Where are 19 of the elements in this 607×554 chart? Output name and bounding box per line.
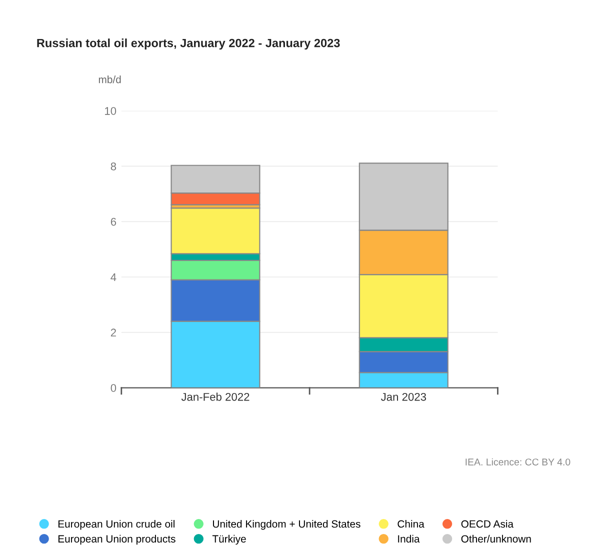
y-tick-label: 6: [110, 218, 116, 226]
y-tick-label: 10: [105, 107, 116, 115]
y-tick-label: 4: [110, 273, 116, 282]
y-tick-label: 0: [110, 384, 116, 392]
legend-label: European Union products: [58, 534, 176, 545]
y-tick-label: 8: [110, 162, 116, 170]
text: IEA. Licence: CC BY 4.0: [466, 458, 570, 466]
legend-label: United Kingdom + United States: [213, 520, 360, 530]
legend-label: OECD Asia: [461, 520, 514, 528]
legend-label: India: [398, 534, 420, 543]
chart-title: Russian total oil exports, January 2022 - January 2023: [37, 38, 340, 50]
legend-label: European Union crude oil: [58, 520, 174, 530]
legend-label: Other/unknown: [461, 534, 531, 543]
legend-label: Türkiye: [212, 534, 246, 545]
x-tick-label: Jan 2023: [380, 392, 426, 401]
y-axis-title: mb/d: [98, 76, 121, 84]
x-tick-label: Jan-Feb 2022: [181, 392, 250, 401]
y-tick-label: 2: [110, 328, 116, 336]
legend-label: China: [398, 520, 424, 528]
